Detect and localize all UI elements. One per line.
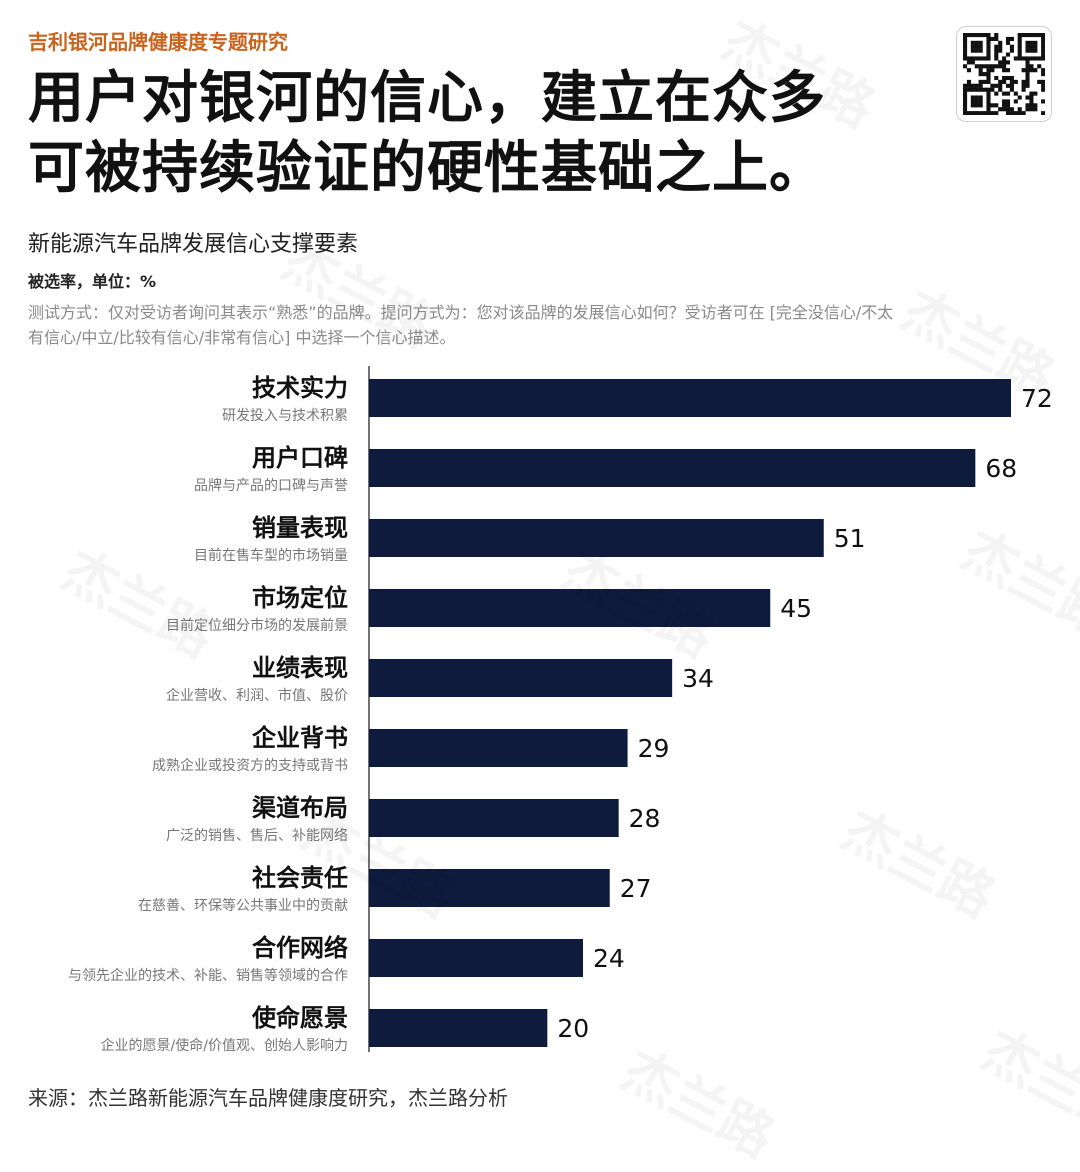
- category-description: 品牌与产品的口碑与声誉: [194, 477, 348, 494]
- category-label: 渠道布局: [252, 794, 348, 822]
- category-description: 企业的愿景/使命/价值观、创始人影响力: [101, 1037, 348, 1054]
- category-label: 用户口碑: [252, 444, 348, 472]
- qr-code-icon[interactable]: [956, 26, 1052, 122]
- category-description: 目前定位细分市场的发展前景: [166, 617, 348, 634]
- bar[interactable]: [369, 799, 619, 837]
- category-description: 企业营收、利润、市值、股价: [166, 687, 348, 704]
- data-label: 72: [1021, 384, 1053, 413]
- category-label: 业绩表现: [252, 654, 348, 682]
- bar[interactable]: [369, 729, 628, 767]
- headline-line-2: 可被持续验证的硬性基础之上。: [28, 136, 826, 201]
- category-description: 目前在售车型的市场销量: [194, 547, 348, 564]
- data-label: 27: [620, 874, 652, 903]
- data-label: 28: [629, 804, 661, 833]
- data-label: 68: [985, 454, 1017, 483]
- bar[interactable]: [369, 869, 610, 907]
- unit-note: 被选率，单位：%: [28, 272, 157, 291]
- data-label: 24: [593, 944, 625, 973]
- bar[interactable]: [369, 449, 976, 487]
- headline: 用户对银河的信心，建立在众多 可被持续验证的硬性基础之上。: [28, 64, 928, 204]
- bar[interactable]: [369, 939, 583, 977]
- data-label: 34: [682, 664, 714, 693]
- category-label: 销量表现: [252, 514, 348, 542]
- chart-subtitle: 新能源汽车品牌发展信心支撑要素: [28, 232, 359, 257]
- category-description: 成熟企业或投资方的支持或背书: [152, 757, 348, 774]
- category-label: 市场定位: [252, 584, 348, 612]
- bar[interactable]: [369, 659, 673, 697]
- category-label: 技术实力: [252, 374, 348, 402]
- data-label: 29: [638, 734, 670, 763]
- bar[interactable]: [369, 589, 771, 627]
- category-description: 与领先企业的技术、补能、销售等领域的合作: [68, 967, 348, 984]
- category-description: 广泛的销售、售后、补能网络: [166, 828, 348, 844]
- bar[interactable]: [369, 379, 1011, 417]
- headline-line-1: 用户对银河的信心，建立在众多: [28, 66, 826, 131]
- category-description: 在慈善、环保等公共事业中的贡献: [138, 897, 348, 914]
- category-label: 使命愿景: [251, 1004, 348, 1032]
- data-label: 51: [834, 524, 866, 553]
- category-label: 合作网络: [252, 934, 348, 962]
- category-label: 企业背书: [252, 724, 348, 752]
- method-note: 测试方式：仅对受访者询问其表示“熟悉”的品牌。提问方式为：您对该品牌的发展信心如…: [28, 303, 894, 347]
- category-description: 研发投入与技术积累: [222, 408, 348, 424]
- bar[interactable]: [369, 519, 824, 557]
- data-label: 45: [780, 594, 812, 623]
- data-label: 20: [557, 1014, 589, 1043]
- category-label: 社会责任: [252, 864, 348, 892]
- bar[interactable]: [369, 1009, 548, 1047]
- source-note: 来源：杰兰路新能源汽车品牌健康度研究，杰兰路分析: [28, 1086, 508, 1110]
- report-series-title: 吉利银河品牌健康度专题研究: [28, 30, 288, 54]
